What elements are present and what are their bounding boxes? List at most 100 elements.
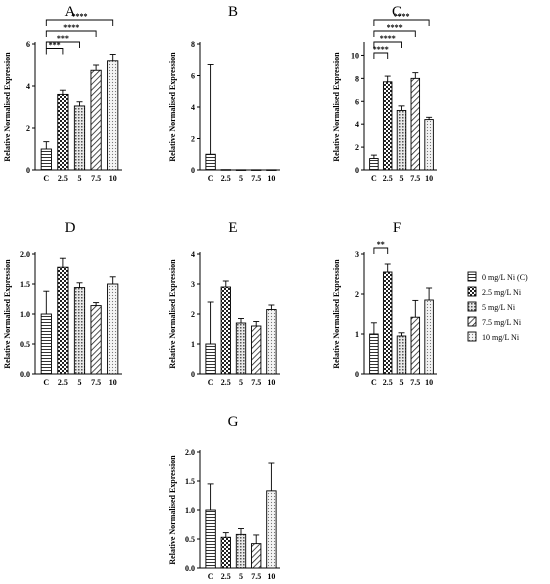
significance-label-f: ** — [377, 240, 385, 249]
y-tick-label-d: 1.0 — [20, 310, 30, 319]
significance-label-c: **** — [380, 34, 396, 43]
significance-label-a: *** — [49, 41, 61, 50]
panel-letter-c: C — [392, 4, 402, 20]
x-tick-label-f: 5 — [400, 378, 404, 387]
significance-bracket-c — [373, 52, 389, 59]
y-tick-label-b: 2 — [191, 135, 195, 144]
y-tick-label-g: 0.5 — [185, 535, 195, 544]
y-tick-label-f: 2 — [355, 290, 359, 299]
x-tick-label-b: 7.5 — [251, 174, 261, 183]
y-tick-label-e: 1 — [191, 340, 195, 349]
y-tick-label-d: 0.0 — [20, 370, 30, 379]
significance-bracket-a — [45, 30, 97, 37]
y-tick-label-b: 6 — [191, 72, 195, 81]
legend-label-4: 10 mg/L Ni — [482, 333, 520, 342]
x-tick-label-e: 10 — [267, 378, 275, 387]
y-tick-label-e: 4 — [191, 250, 195, 259]
bar-c-0 — [369, 158, 379, 171]
significance-label-a: *** — [57, 34, 69, 43]
x-tick-label-d: C — [43, 378, 49, 387]
legend-label-3: 7.5 mg/L Ni — [482, 318, 522, 327]
y-tick-label-a: 0 — [26, 166, 30, 175]
y-tick-label-c: 6 — [355, 97, 359, 106]
significance-label-c: **** — [387, 23, 403, 32]
chart-panel-g: G Relative Normalised Expression 0.0 0.5 1.0… — [168, 414, 280, 581]
x-tick-label-e: C — [208, 378, 214, 387]
bar-e-0 — [205, 343, 216, 375]
y-axis-title-f: Relative Normalised Expression — [332, 259, 341, 369]
x-tick-label-d: 2.5 — [58, 378, 68, 387]
y-axis-title-g: Relative Normalised Expression — [168, 455, 177, 565]
x-tick-label-b: 5 — [239, 174, 243, 183]
x-tick-label-g: 10 — [267, 572, 275, 581]
y-tick-label-e: 2 — [191, 310, 195, 319]
bar-d-2 — [73, 287, 86, 375]
bar-e-3 — [251, 325, 262, 375]
chart-panel-d: D Relative Normalised Expression 0.0 0.5 1.0… — [3, 220, 122, 387]
x-tick-label-b: 2.5 — [221, 174, 231, 183]
significance-bracket-f — [373, 247, 389, 254]
x-tick-label-c: 5 — [400, 174, 404, 183]
bar-c-4 — [424, 119, 434, 171]
legend-swatch-1 — [467, 286, 477, 297]
bar-g-0 — [205, 509, 216, 569]
panel-letter-e: E — [228, 220, 237, 236]
x-tick-label-g: C — [208, 572, 214, 581]
y-tick-label-f: 3 — [355, 250, 359, 259]
y-tick-label-d: 2.0 — [20, 250, 30, 259]
legend-swatch-0 — [467, 271, 477, 282]
legend-label-0: 0 mg/L Ni (C) — [482, 273, 528, 282]
x-tick-label-c: 2.5 — [383, 174, 393, 183]
bar-a-2 — [73, 105, 86, 171]
x-tick-label-f: 7.5 — [410, 378, 420, 387]
significance-bracket-a — [45, 19, 114, 26]
x-tick-label-d: 10 — [109, 378, 117, 387]
bar-d-3 — [90, 305, 102, 375]
y-tick-label-b: 8 — [191, 40, 195, 49]
panel-letter-a: A — [65, 4, 76, 20]
bar-b-0 — [205, 153, 216, 171]
bar-c-2 — [396, 109, 407, 171]
x-tick-label-e: 2.5 — [221, 378, 231, 387]
significance-bracket-c — [373, 19, 430, 26]
x-tick-label-f: 10 — [425, 378, 433, 387]
x-tick-label-a: 2.5 — [58, 174, 68, 183]
y-tick-label-d: 1.5 — [20, 280, 30, 289]
x-tick-label-a: C — [43, 174, 49, 183]
legend-swatch-2 — [467, 301, 477, 312]
chart-panel-e: E Relative Normalised Expression 0 1 2 3 4 C 2.5… — [168, 220, 280, 387]
bar-a-4 — [107, 60, 119, 171]
y-axis-title-a: Relative Normalised Expression — [3, 52, 12, 162]
bar-g-2 — [235, 533, 247, 569]
bar-f-4 — [424, 299, 434, 375]
x-tick-label-c: 10 — [425, 174, 433, 183]
y-tick-label-c: 4 — [355, 120, 359, 129]
bar-b-2 — [235, 169, 247, 171]
bar-d-1 — [57, 266, 69, 375]
y-tick-label-c: 0 — [355, 166, 359, 175]
x-tick-label-e: 7.5 — [251, 378, 261, 387]
chart-panel-f: F Relative Normalised Expression 0 1 2 3 C 2.5 5… — [332, 220, 437, 387]
y-tick-label-f: 0 — [355, 370, 359, 379]
x-tick-label-d: 5 — [78, 378, 82, 387]
y-axis-title-b: Relative Normalised Expression — [168, 52, 177, 162]
bar-c-3 — [410, 77, 421, 171]
y-tick-label-c: 10 — [351, 51, 359, 60]
bar-d-4 — [107, 283, 119, 375]
bar-f-0 — [369, 333, 379, 375]
bar-c-1 — [382, 81, 393, 171]
chart-panel-b: B Relative Normalised Expression 0 2 4 6 8 C 2.5… — [168, 4, 280, 183]
bar-b-1 — [220, 169, 231, 171]
y-tick-label-b: 4 — [191, 103, 195, 112]
significance-label-a: **** — [72, 12, 88, 21]
bar-e-2 — [235, 322, 247, 375]
legend-swatch-3 — [467, 316, 477, 327]
y-tick-label-b: 0 — [191, 166, 195, 175]
y-tick-label-g: 1.0 — [185, 506, 195, 515]
x-tick-label-a: 5 — [78, 174, 82, 183]
y-tick-label-g: 1.5 — [185, 477, 195, 486]
legend: 0 mg/L Ni (C) 2.5 mg/L Ni 5 mg/L Ni 7.5 mg/… — [467, 271, 528, 342]
bar-g-1 — [220, 536, 231, 569]
